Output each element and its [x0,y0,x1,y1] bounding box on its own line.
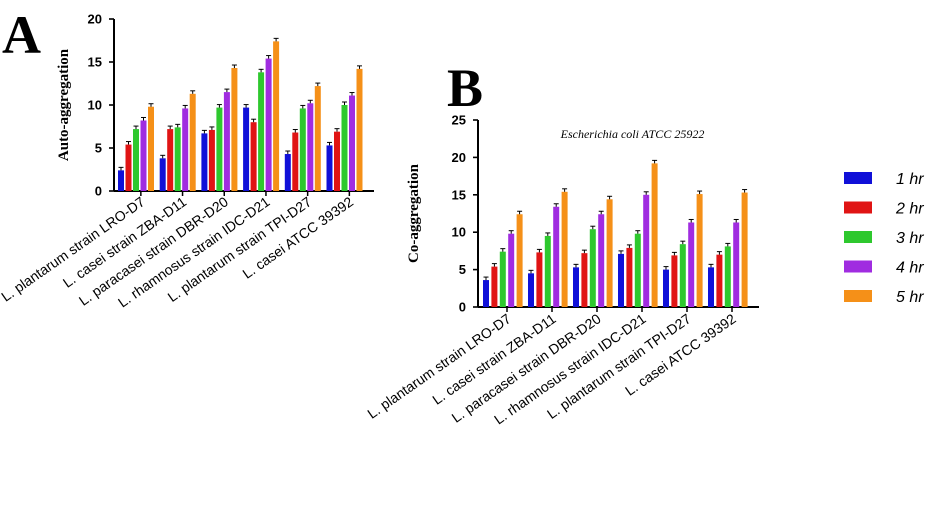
legend-label: 1 hr [896,171,924,188]
bar-b-4-5 [651,163,658,307]
bar-b-4-2 [626,247,633,307]
bar-a-4-3 [258,72,265,191]
bar-b-5-3 [679,244,686,307]
y-tick-label: 15 [88,55,102,70]
bar-a-5-4 [307,103,314,191]
bar-b-3-2 [581,253,588,307]
bar-b-2-3 [544,235,551,307]
bar-a-3-1 [201,133,208,191]
bar-a-2-4 [182,108,189,191]
legend-swatch [844,201,872,214]
legend-label: 2 hr [895,201,924,218]
legend-label: 4 hr [896,260,924,277]
bar-b-3-1 [573,267,579,307]
legend-label: 5 hr [896,289,924,306]
y-tick-label: 15 [452,187,466,202]
bar-a-3-2 [208,129,215,191]
bar-b-1-2 [491,266,498,307]
legend-label: 3 hr [896,230,924,247]
bar-a-6-5 [356,68,363,191]
bar-a-6-2 [334,131,340,191]
y-tick-label: 20 [452,150,466,165]
bar-b-1-5 [516,214,523,307]
bar-b-6-4 [733,222,740,307]
bar-b-3-4 [598,214,605,307]
bar-a-1-3 [133,129,139,191]
bar-a-2-5 [189,93,196,191]
bar-a-1-2 [125,144,132,191]
bar-b-6-5 [741,192,748,307]
bar-b-4-3 [634,233,641,307]
legend-swatch [844,260,872,273]
bar-b-2-1 [528,273,534,307]
bar-a-2-1 [159,158,166,191]
bar-b-1-4 [508,233,515,307]
bar-b-1-1 [483,280,489,307]
bar-b-6-1 [708,267,714,307]
bar-b-4-1 [618,253,624,307]
bar-a-3-4 [223,92,230,191]
chart-title: Escherichia coli ATCC 25922 [560,127,705,141]
bar-b-2-4 [553,206,560,307]
y-tick-label: 10 [88,98,102,113]
legend: 1 hr 2 hr 3 hr 4 hr 5 hr [844,171,924,306]
y-tick-label: 5 [459,262,466,277]
legend-swatch [844,231,872,243]
panel-b-letter: B [447,58,483,118]
bar-a-5-5 [314,86,321,191]
bar-a-5-2 [292,132,299,191]
y-tick-label: 0 [95,184,102,199]
bar-a-3-3 [216,107,223,191]
bar-b-1-3 [499,251,506,307]
bar-b-5-2 [671,255,678,307]
bar-a-1-4 [140,120,147,191]
bar-b-2-2 [536,252,543,307]
bar-a-2-3 [174,127,181,191]
bar-b-5-4 [688,222,695,307]
bar-b-2-5 [561,191,568,307]
bar-a-6-3 [341,105,348,191]
legend-swatch [844,172,872,184]
y-tick-label: 10 [452,225,466,240]
panel-a-letter: A [2,5,41,65]
y-axis-title: Co-aggregation [406,163,422,263]
legend-swatch [844,290,872,302]
y-tick-label: 0 [459,300,466,315]
bar-b-5-5 [696,194,703,307]
bar-a-5-3 [299,108,306,191]
bar-a-4-1 [243,107,250,191]
bar-b-6-3 [724,246,731,307]
bar-a-6-1 [326,145,333,191]
y-tick-label: 20 [88,12,102,27]
bar-b-4-4 [643,194,650,307]
bar-a-4-5 [273,41,280,191]
bar-a-1-1 [118,170,124,191]
co-aggregation-chart: Escherichia coli ATCC 25922 0 5 10 15 20 25 Co-… [364,113,759,427]
y-tick-label: 5 [95,141,102,156]
bar-a-4-4 [265,58,272,192]
bar-b-3-3 [589,229,596,307]
bar-a-6-4 [349,95,355,191]
bar-a-2-2 [167,129,174,191]
bar-a-5-1 [284,154,291,191]
bar-a-3-5 [231,68,238,191]
bar-b-3-5 [606,199,613,307]
bar-a-1-5 [148,106,154,191]
bar-b-5-1 [663,269,669,307]
bar-a-4-2 [250,122,257,191]
y-axis-title: Auto-aggregation [56,48,72,161]
y-tick-label: 25 [452,113,466,128]
bar-b-6-2 [716,254,723,307]
